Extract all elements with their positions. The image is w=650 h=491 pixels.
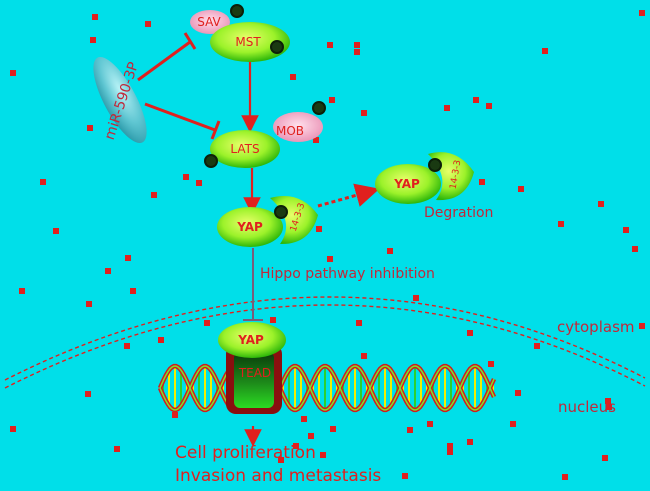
red-dot — [447, 449, 453, 455]
red-dot — [518, 186, 524, 192]
red-dot — [114, 446, 120, 452]
red-dot — [125, 255, 131, 261]
red-dot — [329, 97, 335, 103]
red-dot — [270, 317, 276, 323]
red-dot — [444, 105, 450, 111]
mob-label: MOB — [276, 124, 304, 138]
red-dot — [356, 320, 362, 326]
red-dot — [90, 37, 96, 43]
red-dot — [515, 390, 521, 396]
red-dot — [402, 473, 408, 479]
red-dot — [330, 426, 336, 432]
yap-nuclear-label: YAP — [237, 333, 264, 347]
red-dot — [361, 353, 367, 359]
red-dot — [467, 439, 473, 445]
red-dot — [354, 49, 360, 55]
red-dot — [639, 323, 645, 329]
red-dot — [598, 201, 604, 207]
yap-label: YAP — [236, 220, 263, 234]
red-dot — [320, 452, 326, 458]
red-dot — [558, 221, 564, 227]
red-dot — [407, 427, 413, 433]
red-dot — [158, 337, 164, 343]
red-dot — [602, 455, 608, 461]
red-dot — [204, 320, 210, 326]
red-dot — [327, 42, 333, 48]
red-dot — [473, 97, 479, 103]
yap-deg-label: YAP — [393, 177, 420, 191]
hippo-inhibition-label: Hippo pathway inhibition — [260, 266, 435, 282]
red-dot — [361, 110, 367, 116]
red-dot — [172, 412, 178, 418]
red-dot — [19, 288, 25, 294]
red-dot — [632, 246, 638, 252]
cytoplasm-label: cytoplasm — [557, 318, 635, 336]
red-dot — [183, 174, 189, 180]
red-dot — [301, 416, 307, 422]
red-dot — [354, 42, 360, 48]
red-dot — [130, 288, 136, 294]
red-dot — [196, 180, 202, 186]
lats-label: LATS — [230, 142, 259, 156]
red-dot — [387, 248, 393, 254]
outcome-invasion: Invasion and metastasis — [175, 466, 381, 486]
tead-label: TEAD — [238, 366, 271, 380]
red-dot — [308, 433, 314, 439]
red-dot — [124, 343, 130, 349]
sav-label: SAV — [197, 15, 221, 29]
tead-inner — [234, 352, 274, 408]
red-dot — [542, 48, 548, 54]
red-dot — [467, 330, 473, 336]
red-dot — [427, 421, 433, 427]
outcome-proliferation: Cell proliferation — [175, 443, 316, 463]
nucleus-label: nucleus — [558, 398, 616, 416]
red-dot — [86, 301, 92, 307]
red-dot — [479, 179, 485, 185]
red-dot — [53, 228, 59, 234]
red-dot — [290, 74, 296, 80]
red-dot — [151, 192, 157, 198]
red-dot — [488, 361, 494, 367]
mir-inhibition-lines — [138, 33, 219, 139]
red-dot — [87, 125, 93, 131]
red-dot — [40, 179, 46, 185]
red-dot — [623, 227, 629, 233]
dna-helix — [160, 366, 494, 410]
red-dot — [510, 421, 516, 427]
red-dot — [327, 256, 333, 262]
red-dot — [447, 443, 453, 449]
mst-label: MST — [235, 35, 261, 49]
red-dot — [316, 226, 322, 232]
red-dot — [534, 343, 540, 349]
red-dot — [92, 14, 98, 20]
red-dot — [562, 474, 568, 480]
red-dot — [10, 70, 16, 76]
red-dot — [486, 103, 492, 109]
red-dot — [105, 268, 111, 274]
red-dot — [10, 426, 16, 432]
red-dot — [639, 10, 645, 16]
red-dot — [413, 295, 419, 301]
red-dot — [85, 391, 91, 397]
red-dot — [145, 21, 151, 27]
degradation-label: Degration — [424, 205, 493, 221]
